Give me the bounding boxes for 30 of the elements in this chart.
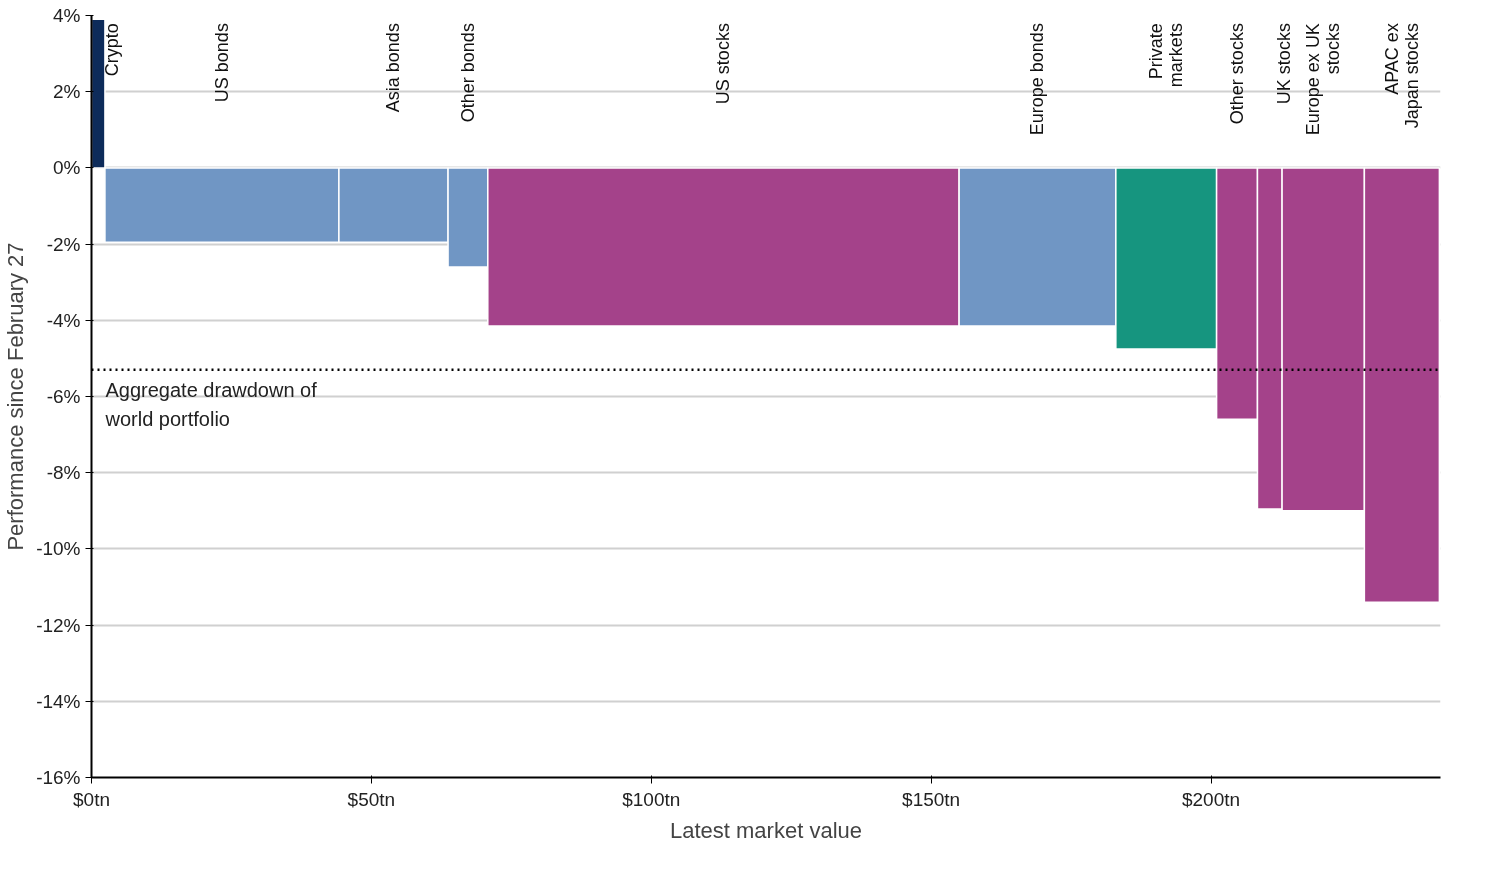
category-label: Other bonds xyxy=(457,23,478,123)
category-label: Private markets xyxy=(1146,23,1187,88)
x-tick-label: $100tn xyxy=(622,788,681,810)
y-tick-label: -4% xyxy=(46,309,81,331)
y-tick-label: -14% xyxy=(36,690,81,712)
y-tick-label: 2% xyxy=(53,81,81,103)
x-tick-label: $0tn xyxy=(73,788,110,810)
y-tick-label: 4% xyxy=(53,5,81,26)
y-tick-label: -6% xyxy=(46,386,81,407)
category-label: Europe bonds xyxy=(1027,23,1048,136)
category-label: Other stocks xyxy=(1227,23,1248,125)
y-tick-label: -10% xyxy=(36,538,81,560)
ref-line-label: Aggregate drawdown of world portfolio xyxy=(104,379,318,430)
x-tick-label: $150tn xyxy=(902,788,961,810)
category-label: US stocks xyxy=(713,23,734,105)
y-tick-label: -8% xyxy=(46,462,81,484)
y-tick-label: -16% xyxy=(36,767,81,788)
y-tick-label: -12% xyxy=(36,614,81,636)
x-axis-title: Latest market value xyxy=(670,817,862,843)
category-label: UK stocks xyxy=(1273,23,1294,105)
category-label: Asia bonds xyxy=(383,23,404,113)
category-label: Europe ex UK stocks xyxy=(1303,23,1344,136)
y-tick-label: -2% xyxy=(46,233,81,255)
category-label: Crypto xyxy=(102,23,123,77)
y-axis-title: Performance since February 27 xyxy=(3,242,29,551)
category-label: APAC ex Japan stocks xyxy=(1381,23,1422,129)
category-label: US bonds xyxy=(211,23,232,103)
x-tick-label: $200tn xyxy=(1181,788,1241,810)
x-tick-label: $50tn xyxy=(347,788,396,810)
y-tick-label: 0% xyxy=(53,157,81,179)
